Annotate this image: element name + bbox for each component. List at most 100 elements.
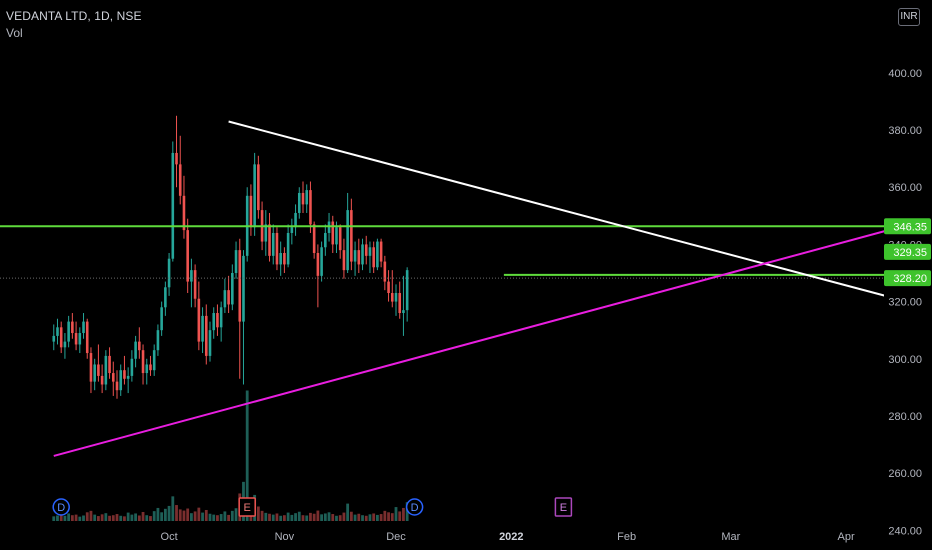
candle-body bbox=[238, 250, 242, 322]
price-axis-label: 329.35 bbox=[884, 243, 931, 260]
candle bbox=[312, 221, 316, 259]
candle-body bbox=[301, 192, 305, 205]
volume-bar bbox=[97, 516, 100, 521]
candle-body bbox=[372, 247, 375, 268]
volume-bar bbox=[234, 508, 238, 521]
candle-body bbox=[182, 195, 186, 231]
volume-bar bbox=[93, 514, 97, 521]
trendline-descending bbox=[228, 120, 932, 310]
candle-body bbox=[152, 350, 156, 371]
candle-body bbox=[402, 310, 405, 314]
chart-header: VEDANTA LTD, 1D, NSE Vol bbox=[6, 9, 142, 40]
candle-body bbox=[67, 321, 70, 342]
candle bbox=[253, 152, 256, 236]
volume-bar bbox=[342, 512, 346, 521]
candle bbox=[346, 192, 349, 273]
candle-body bbox=[97, 364, 100, 376]
candle bbox=[74, 321, 78, 351]
candle bbox=[316, 244, 320, 308]
candle-body bbox=[193, 270, 197, 299]
candle-body bbox=[353, 250, 357, 262]
volume-bar bbox=[182, 510, 186, 521]
candle bbox=[290, 218, 294, 245]
candle-body bbox=[283, 252, 286, 265]
candle bbox=[364, 235, 368, 265]
candle-body bbox=[145, 364, 149, 374]
event-marker-earnings2[interactable]: E bbox=[554, 497, 573, 517]
candle bbox=[342, 238, 346, 279]
candle bbox=[100, 364, 104, 394]
volume-bar bbox=[283, 515, 286, 521]
volume-indicator-label[interactable]: Vol bbox=[6, 26, 23, 40]
volume-bar bbox=[398, 511, 402, 521]
candle bbox=[71, 313, 74, 339]
price-label-text: 346.35 bbox=[893, 221, 927, 233]
candle bbox=[145, 358, 149, 385]
candle-body bbox=[379, 241, 383, 262]
price-label-text: 328.20 bbox=[893, 273, 927, 285]
volume-bar bbox=[331, 514, 335, 521]
candle-body bbox=[208, 330, 212, 356]
candle-body bbox=[297, 192, 301, 213]
candle-body bbox=[405, 270, 409, 311]
candle bbox=[171, 141, 175, 262]
candle bbox=[204, 304, 208, 365]
event-marker-dividend[interactable]: D bbox=[52, 498, 70, 516]
event-marker-dividend[interactable]: D bbox=[405, 498, 424, 516]
volume-bar bbox=[186, 508, 190, 521]
volume-bar bbox=[357, 513, 361, 521]
candle bbox=[123, 355, 126, 385]
volume-bar bbox=[141, 512, 145, 521]
candle-body bbox=[383, 261, 387, 282]
candle-body bbox=[126, 375, 130, 379]
candle bbox=[201, 307, 204, 354]
candle bbox=[383, 255, 387, 291]
candle-body bbox=[324, 232, 327, 248]
volume-bar bbox=[223, 511, 227, 521]
volume-bar bbox=[167, 505, 171, 521]
candle bbox=[286, 224, 290, 268]
volume-bar bbox=[387, 512, 390, 521]
dividend-marker-icon bbox=[52, 498, 70, 516]
volume-bar bbox=[56, 515, 59, 521]
candle bbox=[178, 135, 182, 205]
candle-body bbox=[312, 224, 316, 253]
event-marker-earnings[interactable]: E bbox=[238, 497, 256, 517]
volume-bar bbox=[130, 514, 134, 521]
symbol-title: VEDANTA LTD, 1D, NSE bbox=[6, 9, 142, 23]
candle-body bbox=[331, 221, 335, 245]
currency-button[interactable]: INR bbox=[898, 8, 920, 26]
volume-bar bbox=[59, 514, 63, 521]
volume-bar bbox=[305, 515, 309, 521]
price-tick-label: 380.00 bbox=[888, 125, 922, 137]
candle-body bbox=[212, 313, 216, 331]
candle-body bbox=[350, 210, 353, 262]
volume-bar bbox=[260, 510, 264, 521]
price-tick-label: 260.00 bbox=[888, 468, 922, 480]
candle-body bbox=[130, 358, 134, 376]
candle-body bbox=[104, 355, 108, 385]
candle-body bbox=[279, 252, 282, 265]
volume-bar bbox=[361, 515, 364, 521]
candle bbox=[156, 324, 160, 356]
volume-bar bbox=[190, 513, 193, 521]
price-label-box bbox=[884, 218, 931, 235]
candle bbox=[119, 364, 123, 396]
price-label-box bbox=[884, 243, 931, 260]
price-axis-label: 328.20 bbox=[884, 270, 931, 287]
candle bbox=[242, 250, 245, 385]
candle bbox=[111, 361, 115, 396]
candle bbox=[331, 215, 335, 253]
candle-body bbox=[290, 227, 294, 233]
candle-body bbox=[78, 333, 82, 345]
volume-bar bbox=[63, 515, 67, 521]
candle-body bbox=[167, 258, 171, 288]
volume-bar bbox=[379, 514, 383, 521]
volume-bar bbox=[338, 515, 342, 521]
candle bbox=[268, 212, 271, 262]
candle bbox=[234, 241, 238, 279]
candle-body bbox=[178, 164, 182, 196]
candle bbox=[372, 241, 375, 273]
candle-body bbox=[204, 315, 208, 356]
